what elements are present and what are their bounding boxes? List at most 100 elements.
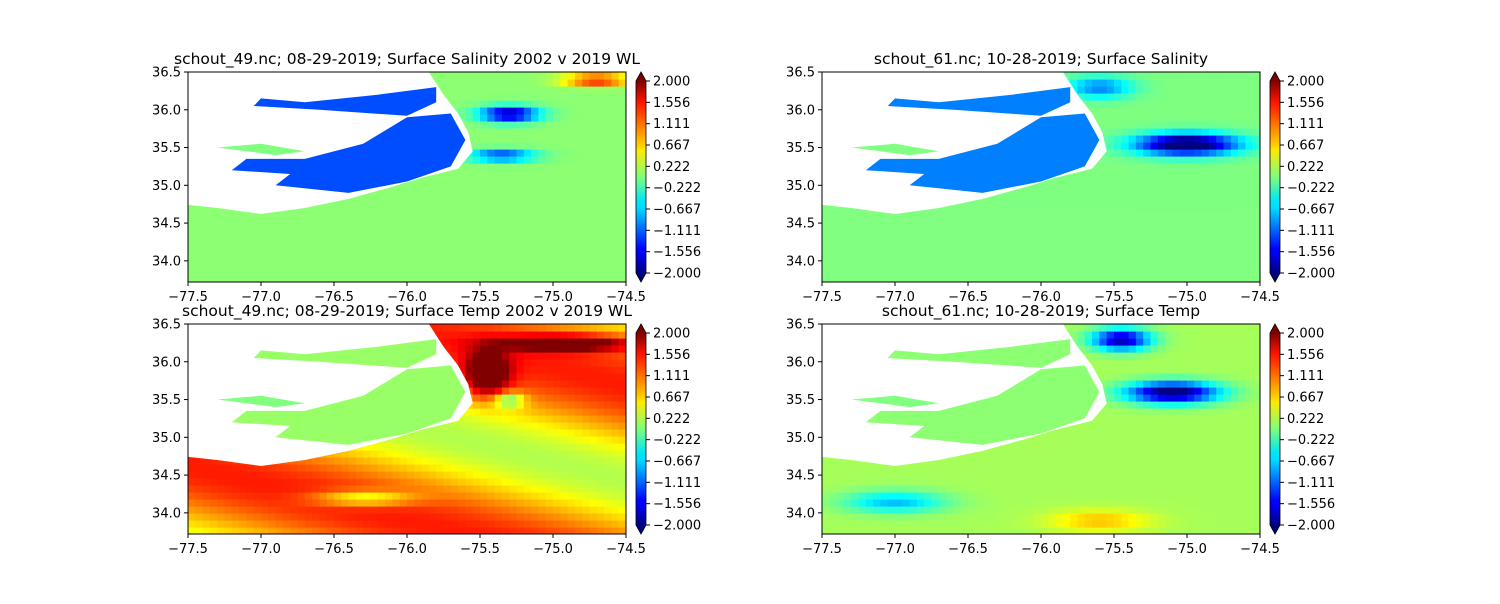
heatmap-cell — [407, 191, 415, 199]
heatmap-cell — [619, 86, 627, 94]
heatmap-cell — [465, 275, 473, 283]
heatmap-cell — [888, 240, 896, 248]
heatmap-cell — [946, 226, 954, 234]
heatmap-cell — [1143, 268, 1151, 276]
heatmap-cell — [319, 219, 327, 227]
heatmap-cell — [195, 254, 203, 262]
heatmap-cell — [305, 499, 313, 507]
heatmap-cell — [553, 212, 561, 220]
heatmap-cell — [524, 261, 532, 269]
heatmap-cell — [873, 261, 881, 269]
heatmap-cell — [232, 499, 240, 507]
heatmap-cell — [590, 233, 598, 241]
heatmap-cell — [1114, 184, 1122, 192]
heatmap-cell — [422, 205, 430, 213]
heatmap-cell — [392, 506, 400, 514]
heatmap-cell — [283, 506, 291, 514]
heatmap-cell — [597, 261, 605, 269]
heatmap-cell — [502, 212, 510, 220]
heatmap-cell — [1224, 240, 1232, 248]
heatmap-cell — [844, 275, 852, 283]
heatmap-cell — [1224, 149, 1232, 157]
heatmap-cell — [385, 506, 393, 514]
heatmap-cell — [385, 275, 393, 283]
heatmap-cell — [1063, 254, 1071, 262]
heatmap-cell — [465, 471, 473, 479]
heatmap-cell — [524, 219, 532, 227]
heatmap-cell — [298, 212, 306, 220]
heatmap-cell — [1129, 275, 1137, 283]
heatmap-cell — [1224, 268, 1232, 276]
heatmap-cell — [590, 156, 598, 164]
heatmap-cell — [895, 261, 903, 269]
heatmap-cell — [261, 471, 269, 479]
heatmap-cell — [473, 191, 481, 199]
heatmap-cell — [597, 177, 605, 185]
heatmap-cell — [290, 219, 298, 227]
heatmap-cell — [1209, 149, 1217, 157]
heatmap-cell — [538, 233, 546, 241]
heatmap-cell — [465, 163, 473, 171]
heatmap-cell — [444, 506, 452, 514]
heatmap-cell — [932, 268, 940, 276]
heatmap-cell — [1129, 121, 1137, 129]
heatmap-cell — [888, 219, 896, 227]
heatmap-cell — [1172, 184, 1180, 192]
heatmap-cell — [268, 527, 276, 535]
heatmap-cell — [990, 233, 998, 241]
heatmap-cell — [1129, 240, 1137, 248]
heatmap-cell — [1245, 219, 1253, 227]
heatmap-cell — [509, 240, 517, 248]
heatmap-cell — [1165, 170, 1173, 178]
heatmap-cell — [1224, 177, 1232, 185]
heatmap-cell — [1231, 128, 1239, 136]
heatmap-cell — [895, 275, 903, 283]
heatmap-cell — [1078, 233, 1086, 241]
heatmap-cell — [1129, 212, 1137, 220]
heatmap-cell — [975, 240, 983, 248]
heatmap-cell — [232, 513, 240, 521]
heatmap-cell — [1165, 212, 1173, 220]
heatmap-cell — [1187, 121, 1195, 129]
heatmap-cell — [961, 254, 969, 262]
heatmap-cell — [268, 233, 276, 241]
heatmap-cell — [210, 240, 218, 248]
heatmap-cell — [473, 359, 481, 367]
heatmap-cell — [422, 499, 430, 507]
heatmap-cell — [1085, 240, 1093, 248]
heatmap-cell — [232, 471, 240, 479]
heatmap-cell — [239, 520, 247, 528]
heatmap-cell — [363, 233, 371, 241]
heatmap-cell — [1158, 177, 1166, 185]
heatmap-cell — [239, 275, 247, 283]
heatmap-cell — [363, 198, 371, 206]
heatmap-cell — [195, 520, 203, 528]
heatmap-cell — [458, 338, 466, 346]
heatmap-cell — [1085, 226, 1093, 234]
heatmap-cell — [1231, 184, 1239, 192]
heatmap-cell — [480, 212, 488, 220]
heatmap-cell — [1209, 275, 1217, 283]
heatmap-cell — [1034, 184, 1042, 192]
heatmap-cell — [363, 492, 371, 500]
heatmap-cell — [356, 275, 364, 283]
heatmap-cell — [1005, 212, 1013, 220]
heatmap-cell — [538, 205, 546, 213]
heatmap-cell — [575, 149, 583, 157]
heatmap-cell — [822, 268, 830, 276]
heatmap-cell — [1151, 184, 1159, 192]
heatmap-cell — [1216, 261, 1224, 269]
heatmap-cell — [1209, 219, 1217, 227]
heatmap-cell — [334, 212, 342, 220]
heatmap-cell — [312, 506, 320, 514]
heatmap-cell — [582, 156, 590, 164]
heatmap-cell — [597, 275, 605, 283]
heatmap-cell — [217, 233, 225, 241]
heatmap-cell — [495, 478, 503, 486]
heatmap-cell — [531, 100, 539, 108]
heatmap-cell — [422, 240, 430, 248]
heatmap-cell — [495, 520, 503, 528]
heatmap-cell — [1224, 107, 1232, 115]
heatmap-cell — [604, 198, 612, 206]
heatmap-cell — [902, 254, 910, 262]
